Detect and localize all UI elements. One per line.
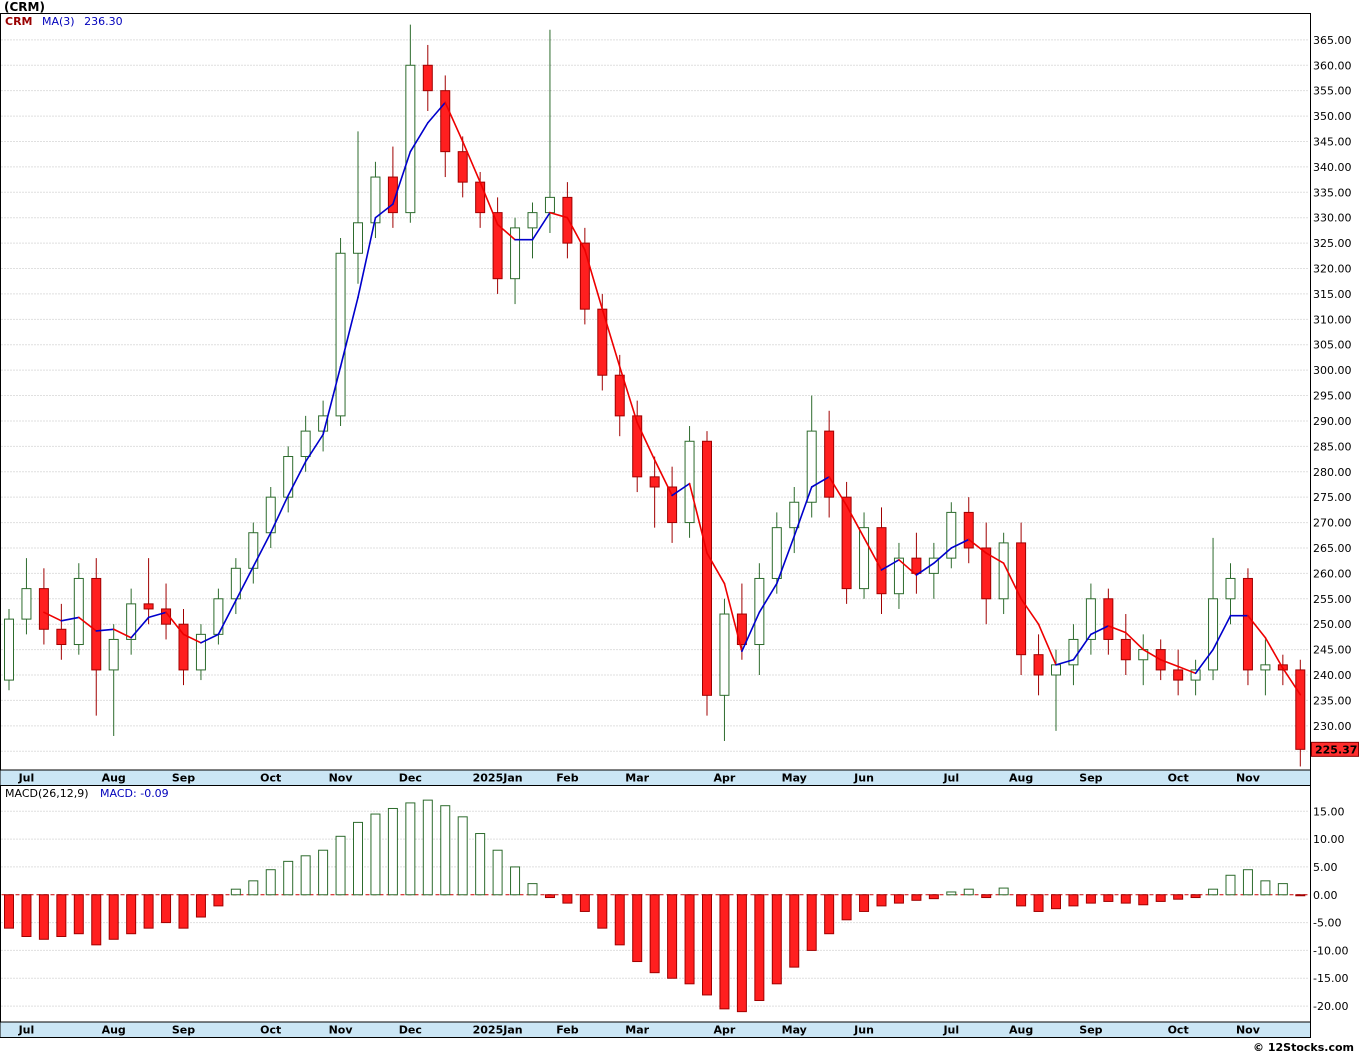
- legend-symbol: CRM: [5, 15, 33, 28]
- svg-text:260.00: 260.00: [1313, 567, 1352, 580]
- svg-text:-5.00: -5.00: [1313, 917, 1341, 930]
- svg-text:0.00: 0.00: [1313, 889, 1338, 902]
- svg-text:Feb: Feb: [556, 772, 579, 785]
- svg-text:Dec: Dec: [399, 1024, 422, 1037]
- gridlines: [1, 39, 1310, 1007]
- svg-text:300.00: 300.00: [1313, 364, 1352, 377]
- svg-text:Jun: Jun: [853, 772, 874, 785]
- macd-legend: MACD(26,12,9) MACD: -0.09: [5, 787, 175, 800]
- svg-text:Jul: Jul: [942, 772, 959, 785]
- svg-text:Aug: Aug: [1009, 772, 1033, 785]
- svg-text:305.00: 305.00: [1313, 339, 1352, 352]
- svg-text:265.00: 265.00: [1313, 542, 1352, 555]
- svg-text:365.00: 365.00: [1313, 34, 1352, 47]
- credit-link[interactable]: © 12Stocks.com: [1253, 1041, 1354, 1054]
- price-legend: CRM MA(3) 236.30: [5, 15, 129, 28]
- svg-text:280.00: 280.00: [1313, 466, 1352, 479]
- svg-text:255.00: 255.00: [1313, 593, 1352, 606]
- last-price-tag: 225.37: [1311, 741, 1359, 757]
- svg-text:Sep: Sep: [172, 1024, 195, 1037]
- svg-text:Aug: Aug: [1009, 1024, 1033, 1037]
- svg-text:Nov: Nov: [1236, 1024, 1261, 1037]
- month-strips: Jul Aug Sep Oct Nov Dec 2025Jan Feb Mar Apr May Jun…: [0, 769, 1311, 1038]
- svg-text:May: May: [782, 772, 807, 785]
- svg-text:340.00: 340.00: [1313, 161, 1352, 174]
- footer: © 12Stocks.com: [0, 1039, 1360, 1056]
- macd-bars: [4, 799, 1306, 1013]
- svg-text:Oct: Oct: [260, 772, 281, 785]
- svg-text:Mar: Mar: [625, 772, 649, 785]
- macd-params: MACD(26,12,9): [5, 787, 89, 800]
- svg-text:235.00: 235.00: [1313, 694, 1352, 707]
- svg-text:250.00: 250.00: [1313, 618, 1352, 631]
- svg-text:Jun: Jun: [853, 1024, 874, 1037]
- svg-text:285.00: 285.00: [1313, 440, 1352, 453]
- axis-labels: 225.00230.00235.00240.00245.00250.00255.…: [1313, 34, 1352, 1013]
- svg-text:270.00: 270.00: [1313, 517, 1352, 530]
- ma-line: [43, 101, 1302, 696]
- svg-text:-20.00: -20.00: [1313, 1000, 1348, 1013]
- svg-text:Apr: Apr: [714, 1024, 736, 1037]
- svg-text:Nov: Nov: [1236, 772, 1261, 785]
- svg-text:330.00: 330.00: [1313, 212, 1352, 225]
- svg-text:Feb: Feb: [556, 1024, 579, 1037]
- svg-text:295.00: 295.00: [1313, 390, 1352, 403]
- svg-text:350.00: 350.00: [1313, 110, 1352, 123]
- svg-text:Jul: Jul: [942, 1024, 959, 1037]
- svg-text:Oct: Oct: [1168, 772, 1189, 785]
- svg-text:355.00: 355.00: [1313, 85, 1352, 98]
- svg-text:Sep: Sep: [172, 772, 195, 785]
- svg-text:325.00: 325.00: [1313, 237, 1352, 250]
- macd-value: MACD: -0.09: [100, 787, 169, 800]
- svg-text:335.00: 335.00: [1313, 186, 1352, 199]
- svg-text:2025Jan: 2025Jan: [473, 772, 523, 785]
- page-title: (CRM): [4, 0, 45, 14]
- panels: [0, 13, 1311, 1023]
- svg-text:245.00: 245.00: [1313, 644, 1352, 657]
- svg-text:Nov: Nov: [329, 1024, 354, 1037]
- svg-text:230.00: 230.00: [1313, 720, 1352, 733]
- legend-ma-value: 236.30: [84, 15, 123, 28]
- svg-text:225.37: 225.37: [1315, 743, 1357, 756]
- svg-text:Aug: Aug: [102, 1024, 126, 1037]
- svg-text:Jul: Jul: [18, 772, 35, 785]
- svg-text:360.00: 360.00: [1313, 59, 1352, 72]
- svg-text:Sep: Sep: [1079, 772, 1102, 785]
- svg-text:315.00: 315.00: [1313, 288, 1352, 301]
- svg-text:Mar: Mar: [625, 1024, 649, 1037]
- svg-text:Sep: Sep: [1079, 1024, 1102, 1037]
- svg-text:Dec: Dec: [399, 772, 422, 785]
- svg-text:Apr: Apr: [714, 772, 736, 785]
- svg-text:10.00: 10.00: [1313, 833, 1345, 846]
- svg-text:Nov: Nov: [329, 772, 354, 785]
- svg-text:310.00: 310.00: [1313, 313, 1352, 326]
- legend-ma-label: MA(3): [42, 15, 75, 28]
- svg-text:2025Jan: 2025Jan: [473, 1024, 523, 1037]
- svg-text:290.00: 290.00: [1313, 415, 1352, 428]
- svg-text:345.00: 345.00: [1313, 135, 1352, 148]
- svg-text:May: May: [782, 1024, 807, 1037]
- svg-text:5.00: 5.00: [1313, 861, 1338, 874]
- svg-text:275.00: 275.00: [1313, 491, 1352, 504]
- svg-text:Aug: Aug: [102, 772, 126, 785]
- svg-text:Oct: Oct: [260, 1024, 281, 1037]
- svg-text:Jul: Jul: [18, 1024, 35, 1037]
- svg-text:-10.00: -10.00: [1313, 944, 1348, 957]
- svg-text:-15.00: -15.00: [1313, 972, 1348, 985]
- svg-text:240.00: 240.00: [1313, 669, 1352, 682]
- svg-text:Oct: Oct: [1168, 1024, 1189, 1037]
- svg-text:320.00: 320.00: [1313, 263, 1352, 276]
- svg-text:15.00: 15.00: [1313, 805, 1345, 818]
